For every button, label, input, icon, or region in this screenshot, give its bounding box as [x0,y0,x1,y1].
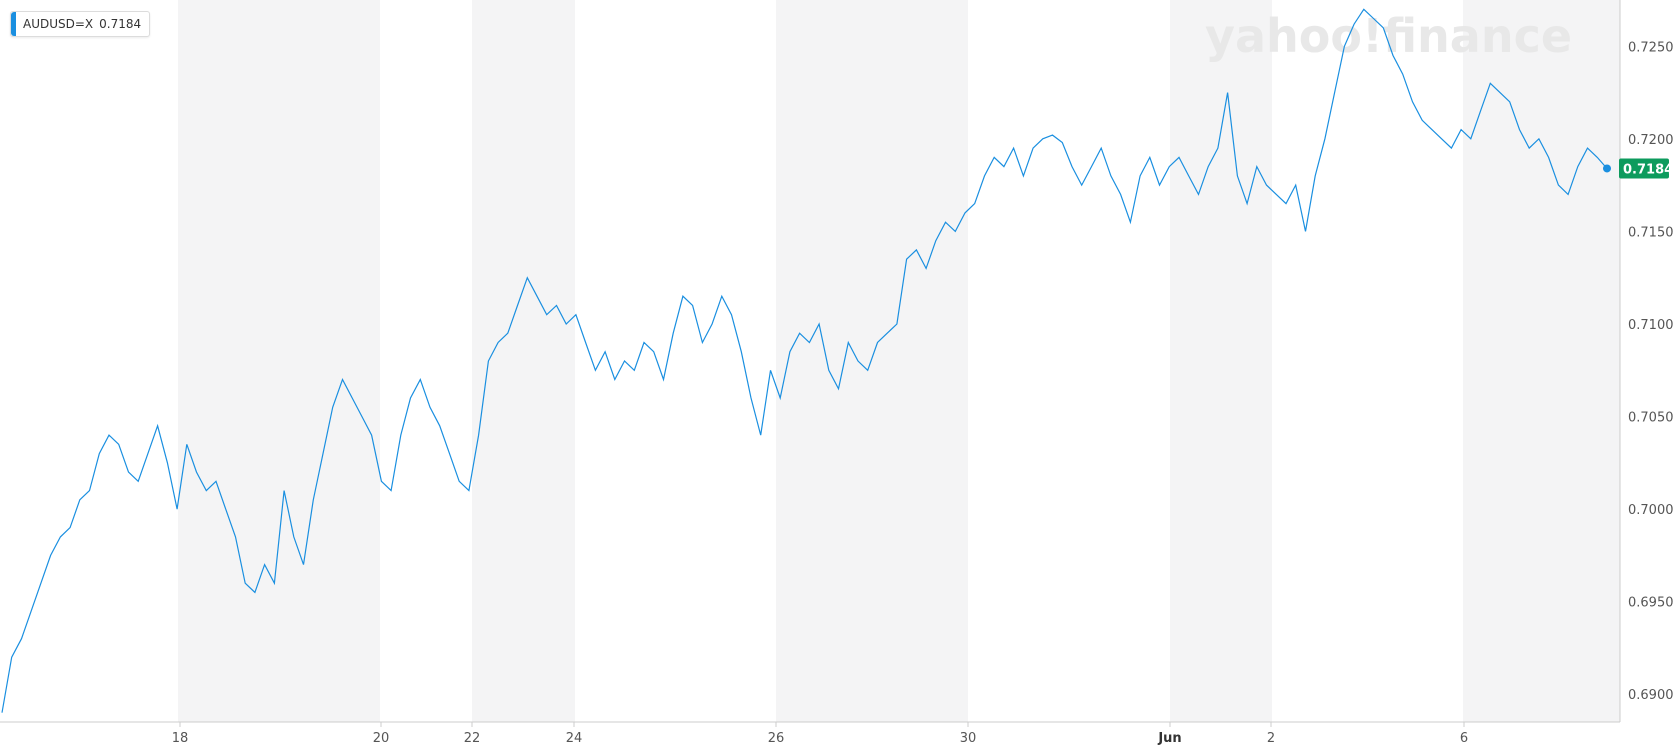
x-axis-ticks: 18 20 22 24 26 30 Jun 2 6 [172,722,1468,746]
y-tick-label: 0.6900 [1628,688,1674,703]
y-tick-label: 0.7000 [1628,503,1674,518]
y-tick-label: 0.7050 [1628,411,1674,426]
x-tick-label: 6 [1460,731,1468,746]
weekend-shading [178,0,1620,722]
x-tick-label: 22 [464,731,481,746]
weekend-band-0 [178,0,380,722]
y-tick-label: 0.7100 [1628,318,1674,333]
x-tick-label: Jun [1157,731,1181,746]
weekend-band-1 [472,0,575,722]
x-tick-label: 20 [373,731,390,746]
x-tick-label: 18 [172,731,189,746]
x-tick-label: 30 [960,731,977,746]
weekend-band-3 [1170,0,1272,722]
current-price-badge: 0.7184 [1619,158,1673,179]
x-tick-label: 2 [1267,731,1275,746]
series-color-swatch [11,12,16,36]
series-legend[interactable]: AUDUSD=X 0.7184 [10,11,151,37]
y-tick-label: 0.6950 [1628,596,1674,611]
price-line [1,8,1608,713]
y-tick-label: 0.7150 [1628,225,1674,240]
weekend-band-4 [1463,0,1620,722]
y-tick-label: 0.7250 [1628,40,1674,55]
series-symbol: AUDUSD=X [23,17,94,31]
current-price-badge-bg [1619,158,1669,179]
x-tick-label: 24 [566,731,583,746]
x-tick-label: 26 [768,731,785,746]
last-price-point [1603,164,1611,173]
series-value: 0.7184 [99,17,142,31]
y-axis-ticks: 0.6900 0.6950 0.7000 0.7050 0.7100 0.7150 0.72… [1628,40,1674,703]
y-tick-label: 0.7200 [1628,133,1674,148]
yahoo-finance-watermark: yahoo!finance [1205,9,1572,63]
current-price-label: 0.7184 [1623,162,1673,177]
weekend-band-2 [776,0,968,722]
